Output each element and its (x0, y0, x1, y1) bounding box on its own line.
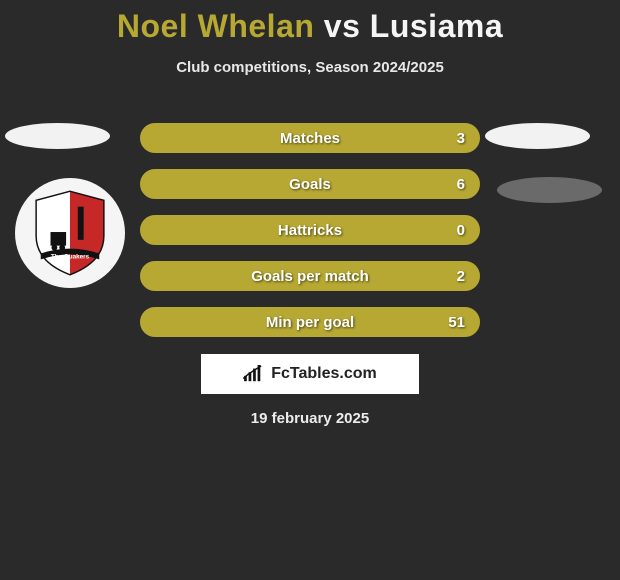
stat-label: Min per goal (266, 314, 354, 331)
bar-chart-icon (243, 365, 265, 383)
stat-value: 51 (448, 314, 465, 331)
comparison-title: Noel Whelan vs Lusiama (0, 0, 620, 45)
stat-label: Goals (289, 176, 331, 193)
stat-row: Matches 3 (140, 123, 480, 153)
stat-value: 6 (457, 176, 465, 193)
placeholder-ellipse-right-2 (497, 177, 602, 203)
stat-label: Hattricks (278, 222, 342, 239)
stats-container: Matches 3 Goals 6 Hattricks 0 Goals per … (140, 123, 480, 353)
stat-value: 2 (457, 268, 465, 285)
stat-row: Min per goal 51 (140, 307, 480, 337)
placeholder-ellipse-right-1 (485, 123, 590, 149)
shield-icon: The Quakers (31, 189, 109, 277)
stat-value: 0 (457, 222, 465, 239)
subtitle: Club competitions, Season 2024/2025 (0, 59, 620, 76)
club-crest: The Quakers (15, 178, 125, 288)
stat-row: Goals 6 (140, 169, 480, 199)
brand-text: FcTables.com (271, 365, 377, 383)
stat-row: Goals per match 2 (140, 261, 480, 291)
stat-row: Hattricks 0 (140, 215, 480, 245)
stat-label: Goals per match (251, 268, 369, 285)
player2-name: Lusiama (370, 8, 503, 44)
vs-text: vs (324, 8, 361, 44)
svg-text:The Quakers: The Quakers (51, 253, 90, 260)
brand-badge[interactable]: FcTables.com (201, 354, 419, 394)
stat-label: Matches (280, 130, 340, 147)
stat-value: 3 (457, 130, 465, 147)
placeholder-ellipse-left (5, 123, 110, 149)
player1-name: Noel Whelan (117, 8, 315, 44)
date-text: 19 february 2025 (0, 410, 620, 427)
